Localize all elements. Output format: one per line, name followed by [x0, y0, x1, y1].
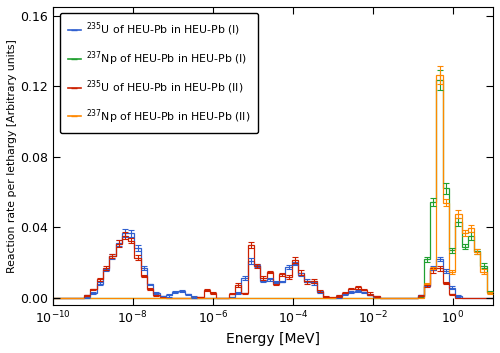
X-axis label: Energy [MeV]: Energy [MeV] — [226, 332, 320, 346]
Y-axis label: Reaction rate per lethargy [Arbitrary units]: Reaction rate per lethargy [Arbitrary un… — [7, 39, 17, 273]
Legend: $^{235}$U of HEU-Pb in HEU-Pb (I), $^{237}$Np of HEU-Pb in HEU-Pb (I), $^{235}$U: $^{235}$U of HEU-Pb in HEU-Pb (I), $^{23… — [60, 13, 258, 133]
